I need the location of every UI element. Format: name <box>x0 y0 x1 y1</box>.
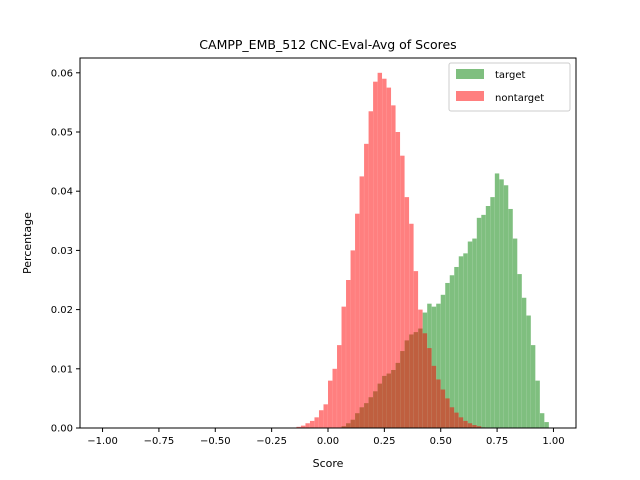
bar-target-37 <box>508 208 513 428</box>
bar-nontarget-37 <box>463 420 468 428</box>
bar-nontarget-8 <box>332 368 337 428</box>
chart-title: CAMPP_EMB_512 CNC-Eval-Avg of Scores <box>199 37 456 52</box>
x-tick-label-7: 0.75 <box>486 436 508 447</box>
legend-label-nontarget: nontarget <box>495 93 544 104</box>
bar-target-42 <box>530 345 536 428</box>
x-tick-label-0: −1.00 <box>87 436 118 447</box>
bar-nontarget-34 <box>449 407 455 428</box>
y-tick-label-4: 0.04 <box>51 187 73 198</box>
bar-target-32 <box>485 206 491 428</box>
bar-nontarget-25 <box>409 223 414 428</box>
y-tick-label-2: 0.02 <box>51 305 73 316</box>
bar-target-36 <box>503 185 509 428</box>
y-tick-label-3: 0.03 <box>51 246 73 257</box>
y-tick-label-1: 0.01 <box>51 364 73 375</box>
bar-nontarget-1 <box>300 425 306 428</box>
bar-nontarget-2 <box>305 423 310 428</box>
series-nontarget <box>296 72 486 429</box>
bar-nontarget-22 <box>395 132 401 428</box>
bar-target-35 <box>499 179 504 428</box>
y-tick-label-0: 0.00 <box>51 424 73 435</box>
bar-target-45 <box>544 422 549 428</box>
bar-nontarget-15 <box>364 143 369 428</box>
legend-label-target: target <box>495 70 525 81</box>
x-tick-label-8: 1.00 <box>542 436 564 447</box>
legend: target nontarget <box>448 62 571 112</box>
bar-target-29 <box>472 238 477 428</box>
bar-target-40 <box>521 297 527 428</box>
x-tick-label-3: −0.25 <box>256 436 287 447</box>
bar-target-43 <box>535 380 540 428</box>
bar-nontarget-32 <box>440 389 446 428</box>
y-axis: 0.00 0.01 0.02 0.03 0.04 0.05 0.06 <box>51 68 80 435</box>
bar-target-38 <box>512 238 518 428</box>
bar-nontarget-33 <box>445 398 450 428</box>
x-axis: −1.00 −0.75 −0.50 −0.25 0.00 0.25 0.50 0.75 1.00 <box>87 428 565 447</box>
bar-target-21 <box>436 303 441 428</box>
x-tick-label-4: 0.00 <box>317 436 339 447</box>
bar-nontarget-35 <box>454 412 459 428</box>
x-axis-label: Score <box>313 457 344 470</box>
bar-nontarget-20 <box>386 87 392 428</box>
x-tick-label-5: 0.25 <box>373 436 395 447</box>
bar-nontarget-14 <box>359 176 364 428</box>
bar-target-26 <box>458 256 464 428</box>
bar-nontarget-27 <box>418 309 423 428</box>
bar-target-23 <box>445 282 450 428</box>
bar-nontarget-10 <box>341 306 346 428</box>
bar-nontarget-19 <box>382 78 387 428</box>
bar-nontarget-16 <box>368 111 373 428</box>
bar-nontarget-24 <box>404 197 410 428</box>
bar-nontarget-12 <box>350 250 355 428</box>
bar-nontarget-36 <box>458 417 464 428</box>
x-tick-label-6: 0.50 <box>430 436 452 447</box>
bar-target-25 <box>454 266 459 428</box>
y-tick-label-6: 0.06 <box>51 68 73 79</box>
bar-target-24 <box>449 275 455 428</box>
bar-nontarget-4 <box>314 417 319 428</box>
bar-target-44 <box>539 413 545 428</box>
bar-nontarget-6 <box>323 404 328 428</box>
bar-nontarget-31 <box>436 379 441 428</box>
bar-nontarget-26 <box>413 271 419 428</box>
bar-target-30 <box>476 217 482 428</box>
bar-nontarget-30 <box>431 365 437 428</box>
x-tick-label-2: −0.50 <box>200 436 231 447</box>
bar-nontarget-13 <box>355 213 360 428</box>
bar-nontarget-28 <box>422 333 428 428</box>
bar-nontarget-18 <box>377 72 383 429</box>
bars-layer <box>296 72 549 429</box>
bar-target-33 <box>490 197 495 428</box>
bar-nontarget-5 <box>318 410 324 428</box>
y-tick-label-5: 0.05 <box>51 128 73 139</box>
legend-swatch-target <box>456 69 484 79</box>
bar-target-34 <box>494 173 500 428</box>
bar-target-28 <box>467 241 473 428</box>
bar-nontarget-7 <box>328 380 333 428</box>
bar-nontarget-0 <box>296 426 301 428</box>
legend-swatch-nontarget <box>456 91 484 101</box>
bar-nontarget-39 <box>472 425 477 428</box>
bar-nontarget-3 <box>309 420 315 428</box>
bar-nontarget-29 <box>427 348 432 428</box>
x-tick-label-1: −0.75 <box>144 436 175 447</box>
bar-target-41 <box>526 315 531 428</box>
bar-nontarget-38 <box>467 423 473 428</box>
bar-nontarget-21 <box>391 105 396 429</box>
bar-target-31 <box>481 214 486 428</box>
bar-target-22 <box>440 294 446 428</box>
bar-nontarget-40 <box>476 426 482 428</box>
y-axis-label: Percentage <box>21 212 34 274</box>
bar-target-39 <box>517 274 522 428</box>
bar-nontarget-11 <box>346 280 351 428</box>
bar-nontarget-9 <box>337 345 342 428</box>
bar-target-27 <box>463 253 468 428</box>
bar-nontarget-17 <box>373 81 378 429</box>
bar-nontarget-23 <box>400 155 405 428</box>
